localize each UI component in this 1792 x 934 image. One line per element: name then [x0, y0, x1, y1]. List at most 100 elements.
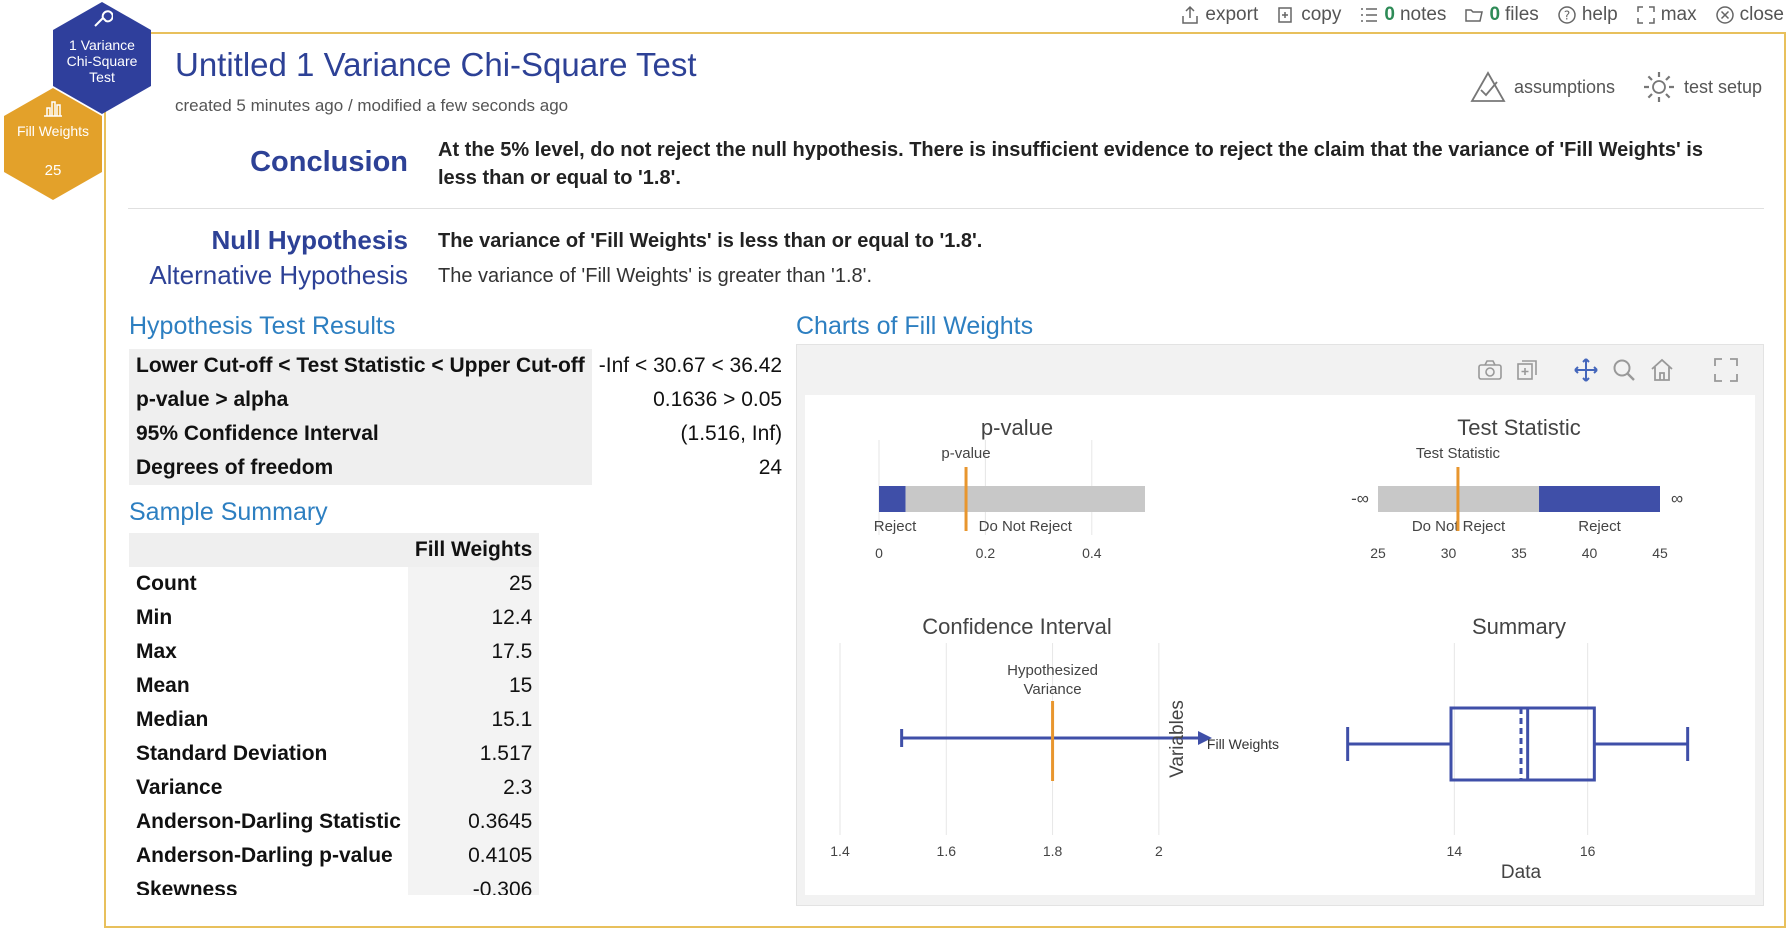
- stat-value: 0.4105: [407, 839, 540, 873]
- table-header-row: Fill Weights: [129, 533, 540, 567]
- tick-label: 30: [1441, 545, 1457, 561]
- result-label: Degrees of freedom: [129, 451, 592, 485]
- table-row: Max 17.5: [129, 635, 540, 669]
- pan-icon[interactable]: [1573, 357, 1599, 383]
- home-icon[interactable]: [1649, 357, 1675, 383]
- region-bar: [905, 486, 1145, 512]
- chart-modebar: [1477, 357, 1739, 383]
- category-label: Fill Weights: [1207, 736, 1279, 752]
- tick-label: 1.6: [937, 843, 957, 859]
- results-table-wrapper: Lower Cut-off < Test Statistic < Upper C…: [129, 349, 789, 485]
- files-button[interactable]: 0 files: [1464, 4, 1539, 26]
- close-button[interactable]: close: [1715, 4, 1784, 26]
- export-label: export: [1205, 4, 1259, 25]
- chart-title: Test Statistic: [1457, 415, 1580, 440]
- copy-button[interactable]: copy: [1276, 4, 1341, 26]
- alternative-hypothesis-label: Alternative Hypothesis: [149, 260, 408, 290]
- result-label: p-value > alpha: [129, 383, 592, 417]
- alternative-hypothesis-text: The variance of 'Fill Weights' is greate…: [438, 265, 872, 287]
- copy-label: copy: [1301, 4, 1342, 25]
- result-value: 24: [758, 456, 783, 479]
- folder-icon: [1465, 9, 1484, 22]
- result-value: (1.516, Inf): [680, 422, 783, 445]
- region-bar: [879, 486, 906, 512]
- stat-label: Count: [129, 567, 408, 601]
- camera-icon[interactable]: [1477, 358, 1503, 382]
- table-row: Anderson-Darling p-value 0.4105: [129, 839, 540, 873]
- top-toolbar: export copy 0 notes 0 files ? help max c…: [1180, 0, 1784, 30]
- help-button[interactable]: ? help: [1557, 4, 1618, 26]
- table-row: Anderson-Darling Statistic 0.3645: [129, 805, 540, 839]
- zoom-icon[interactable]: [1611, 357, 1637, 383]
- annotation-line: Variance: [1024, 681, 1082, 698]
- table-row: Count 25: [129, 567, 540, 601]
- max-label: max: [1660, 4, 1697, 25]
- result-label: Lower Cut-off < Test Statistic < Upper C…: [129, 349, 592, 383]
- notes-label: notes: [1399, 4, 1447, 25]
- table-row: Skewness -0.306: [129, 873, 540, 895]
- close-icon: [1715, 6, 1734, 24]
- dataset-label: Fill Weights: [16, 123, 90, 139]
- test-type-label: 1 Variance Chi-Square Test: [66, 37, 138, 85]
- table-row: Median 15.1: [129, 703, 540, 737]
- stat-label: Max: [129, 635, 408, 669]
- summary-title: Sample Summary: [129, 498, 328, 526]
- annotation-line: Hypothesized: [1007, 662, 1098, 679]
- assumptions-check-icon: [1470, 71, 1506, 102]
- notes-button[interactable]: 0 notes: [1359, 4, 1446, 26]
- stat-label: Min: [129, 601, 408, 635]
- infinity-right: ∞: [1671, 489, 1683, 508]
- x-axis-label: Data: [1501, 862, 1542, 883]
- summary-table-wrapper[interactable]: Fill Weights Count 25 Min 12.4 Max 17.5 Mea…: [129, 533, 540, 895]
- tick-label: 45: [1652, 545, 1668, 561]
- export-button[interactable]: export: [1180, 4, 1258, 26]
- table-row: Standard Deviation 1.517: [129, 737, 540, 771]
- result-value: -Inf < 30.67 < 36.42: [598, 354, 783, 377]
- stat-label: Anderson-Darling Statistic: [129, 805, 408, 839]
- gear-icon: [1644, 72, 1674, 102]
- dataset-count: 25: [44, 162, 62, 179]
- svg-text:?: ?: [1564, 9, 1570, 23]
- copy-chart-icon[interactable]: [1515, 358, 1539, 382]
- table-row: Min 12.4: [129, 601, 540, 635]
- stat-value: 15.1: [407, 703, 540, 737]
- results-title: Hypothesis Test Results: [129, 312, 396, 340]
- tick-label: 2: [1155, 843, 1163, 859]
- tick-label: 16: [1580, 843, 1596, 859]
- bar-chart-icon: [44, 101, 62, 117]
- fullscreen-icon[interactable]: [1713, 357, 1739, 383]
- close-label: close: [1739, 4, 1784, 25]
- charts-title: Charts of Fill Weights: [796, 312, 1034, 340]
- stat-value: 17.5: [407, 635, 540, 669]
- null-hypothesis-text: The variance of 'Fill Weights' is less t…: [438, 230, 983, 252]
- stat-value: 25: [407, 567, 540, 601]
- box-iqr: [1449, 706, 1596, 782]
- region-label: Reject: [1578, 518, 1621, 535]
- assumptions-button[interactable]: assumptions: [1470, 70, 1615, 104]
- stat-label: Median: [129, 703, 408, 737]
- chart-title: Confidence Interval: [922, 614, 1112, 639]
- table-row: Degrees of freedom 24: [129, 451, 789, 485]
- null-hypothesis-label: Null Hypothesis: [211, 225, 408, 255]
- y-axis-label: Variables: [1167, 700, 1188, 778]
- page-title[interactable]: Untitled 1 Variance Chi-Square Test: [175, 46, 697, 83]
- assumptions-label: assumptions: [1514, 76, 1616, 97]
- stat-value: 15: [407, 669, 540, 703]
- stat-label: Mean: [129, 669, 408, 703]
- chart-title: p-value: [981, 415, 1053, 440]
- result-value: 0.1636 > 0.05: [653, 388, 783, 411]
- stat-value: 2.3: [407, 771, 540, 805]
- tick-label: 1.4: [830, 843, 850, 859]
- stat-value: 1.517: [407, 737, 540, 771]
- stat-label: Standard Deviation: [129, 737, 408, 771]
- max-button[interactable]: max: [1636, 4, 1697, 26]
- page-subtitle: created 5 minutes ago / modified a few s…: [175, 96, 569, 115]
- section-divider: [128, 208, 1764, 209]
- marker-annotation: p-value: [941, 445, 990, 462]
- column-header: Fill Weights: [407, 533, 540, 567]
- table-row: Lower Cut-off < Test Statistic < Upper C…: [129, 349, 789, 383]
- test-setup-button[interactable]: test setup: [1642, 70, 1762, 104]
- help-label: help: [1581, 4, 1618, 25]
- tick-label: 1.8: [1043, 843, 1063, 859]
- notes-count: 0: [1384, 4, 1395, 25]
